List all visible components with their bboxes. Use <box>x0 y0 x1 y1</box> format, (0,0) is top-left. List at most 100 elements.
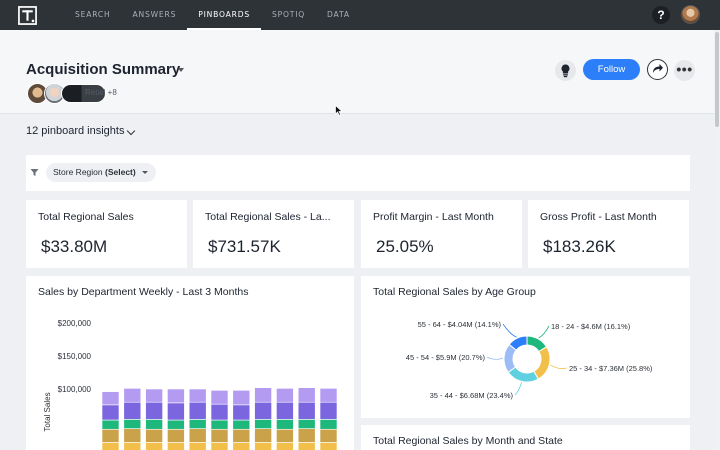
bar-segment[interactable] <box>297 401 316 420</box>
page-title[interactable]: Acquisition Summary <box>26 61 181 78</box>
bar-segment[interactable] <box>188 442 207 450</box>
bar-segment[interactable] <box>188 419 207 429</box>
bar-segment[interactable] <box>297 428 316 443</box>
filter-icon[interactable] <box>30 168 39 177</box>
kpi-card-sales-last-month[interactable]: Total Regional Sales - La... $731.57K <box>193 200 354 268</box>
bar-segment[interactable] <box>254 428 272 443</box>
nav-item-search[interactable]: SEARCH <box>75 10 111 19</box>
kpi-value: $183.26K <box>543 237 616 256</box>
bar-segment[interactable] <box>145 442 163 450</box>
bar-segment[interactable] <box>254 401 272 420</box>
kpi-value: 25.05% <box>376 237 434 256</box>
bar-segment[interactable] <box>254 419 272 429</box>
nav-item-data[interactable]: DATA <box>327 10 350 19</box>
kpi-title: Total Regional Sales <box>38 211 134 223</box>
bar-segment[interactable] <box>167 419 185 430</box>
bar-segment[interactable] <box>297 442 316 450</box>
y-tick-label: $100,000 <box>58 385 92 394</box>
follow-button[interactable]: Follow <box>583 59 640 80</box>
bar-segment[interactable] <box>254 442 272 450</box>
bar-segment[interactable] <box>276 442 294 450</box>
page-scrollbar[interactable] <box>714 30 720 450</box>
nav-item-spotiq[interactable]: SPOTIQ <box>272 10 306 19</box>
scrollbar-thumb[interactable] <box>715 32 719 127</box>
age-group-card[interactable]: Total Regional Sales by Age Group 18 - 2… <box>361 276 690 418</box>
bar-segment[interactable] <box>232 428 251 443</box>
bar-segment[interactable] <box>123 388 142 403</box>
bar-segment[interactable] <box>123 442 142 450</box>
mouse-cursor-icon <box>335 105 343 116</box>
bar-segment[interactable] <box>276 388 294 403</box>
bar-segment[interactable] <box>297 419 316 429</box>
weekly-sales-card[interactable]: Sales by Department Weekly - Last 3 Mont… <box>26 276 354 450</box>
kpi-card-total-regional-sales[interactable]: Total Regional Sales $33.80M <box>26 200 187 268</box>
insights-button[interactable] <box>555 60 576 81</box>
y-tick-label: $200,000 <box>58 319 92 328</box>
more-options-button[interactable]: ••• <box>674 60 695 81</box>
month-state-card[interactable]: Total Regional Sales by Month and State <box>361 425 690 450</box>
bar-segment[interactable] <box>101 404 120 421</box>
bar-segment[interactable] <box>276 401 294 420</box>
age-group-donut-chart: 18 - 24 - $4.6M (16.1%) 25 - 34 - $7.36M … <box>406 320 653 400</box>
bar-segment[interactable] <box>297 387 316 403</box>
title-caret-icon[interactable] <box>178 68 184 72</box>
weekly-sales-chart: $200,000 $150,000 $100,000 Total Sales <box>43 319 338 450</box>
donut-slice-label: 35 - 44 - $6.68M (23.4%) <box>430 391 514 400</box>
bar-segment[interactable] <box>123 419 142 429</box>
bar-segment[interactable] <box>123 428 142 443</box>
bar-segment[interactable] <box>319 419 338 430</box>
kpi-card-profit-margin[interactable]: Profit Margin - Last Month 25.05% <box>361 200 522 268</box>
bar-segment[interactable] <box>319 442 338 450</box>
bar-segment[interactable] <box>276 419 294 430</box>
share-button[interactable] <box>647 59 668 80</box>
donut-slice-label: 45 - 54 - $5.9M (20.7%) <box>406 353 486 362</box>
store-region-filter[interactable]: Store Region (Select) <box>46 163 156 182</box>
bar-segment[interactable] <box>210 403 229 421</box>
help-button[interactable]: ? <box>652 6 670 24</box>
bar-segment[interactable] <box>123 401 142 420</box>
bar-segment[interactable] <box>210 428 229 443</box>
kpi-value: $33.80M <box>41 237 108 256</box>
bar-segment[interactable] <box>319 401 338 420</box>
chevron-down-icon[interactable] <box>126 126 136 136</box>
user-avatar[interactable] <box>681 5 700 24</box>
bar-segment[interactable] <box>101 442 120 450</box>
bar-segment[interactable] <box>167 442 185 450</box>
bar-segment[interactable] <box>210 390 229 405</box>
bar-segment[interactable] <box>188 428 207 443</box>
bar-segment[interactable] <box>101 391 120 406</box>
donut-slice[interactable] <box>533 346 551 380</box>
bar-segment[interactable] <box>319 428 338 443</box>
bar-segment[interactable] <box>188 401 207 420</box>
nav-item-answers[interactable]: ANSWERS <box>132 10 177 19</box>
bar-segment[interactable] <box>232 419 251 430</box>
bar-segment[interactable] <box>254 387 272 403</box>
bar-segment[interactable] <box>167 428 185 443</box>
top-nav: SEARCH ANSWERS PINBOARDS SPOTIQ DATA ? <box>0 0 720 30</box>
bar-segment[interactable] <box>145 419 163 430</box>
bar-segment[interactable] <box>210 419 229 430</box>
bar-segment[interactable] <box>232 442 251 450</box>
bar-segment[interactable] <box>145 428 163 443</box>
donut-leader-line <box>550 364 568 369</box>
bar-segment[interactable] <box>145 388 163 403</box>
bar-segment[interactable] <box>276 428 294 443</box>
bar-segment[interactable] <box>167 402 185 421</box>
pinboard-insights-toggle[interactable]: 12 pinboard insights <box>26 125 125 137</box>
bar-segment[interactable] <box>319 388 338 403</box>
bar-segment[interactable] <box>101 419 120 430</box>
bar-segment[interactable] <box>232 404 251 421</box>
bar-segment[interactable] <box>145 401 163 420</box>
bar-segment[interactable] <box>210 442 229 450</box>
bar-segment[interactable] <box>167 388 185 404</box>
nav-item-pinboards[interactable]: PINBOARDS <box>187 0 261 30</box>
thoughtspot-logo-icon[interactable] <box>18 6 37 25</box>
bar-segment[interactable] <box>101 428 120 443</box>
kpi-card-gross-profit[interactable]: Gross Profit - Last Month $183.26K <box>528 200 689 268</box>
y-axis-label: Total Sales <box>43 392 52 431</box>
share-arrow-icon <box>653 64 663 73</box>
y-tick-label: $150,000 <box>58 352 92 361</box>
donut-slice[interactable] <box>508 335 528 351</box>
bar-segment[interactable] <box>232 390 251 406</box>
bar-segment[interactable] <box>188 388 207 403</box>
